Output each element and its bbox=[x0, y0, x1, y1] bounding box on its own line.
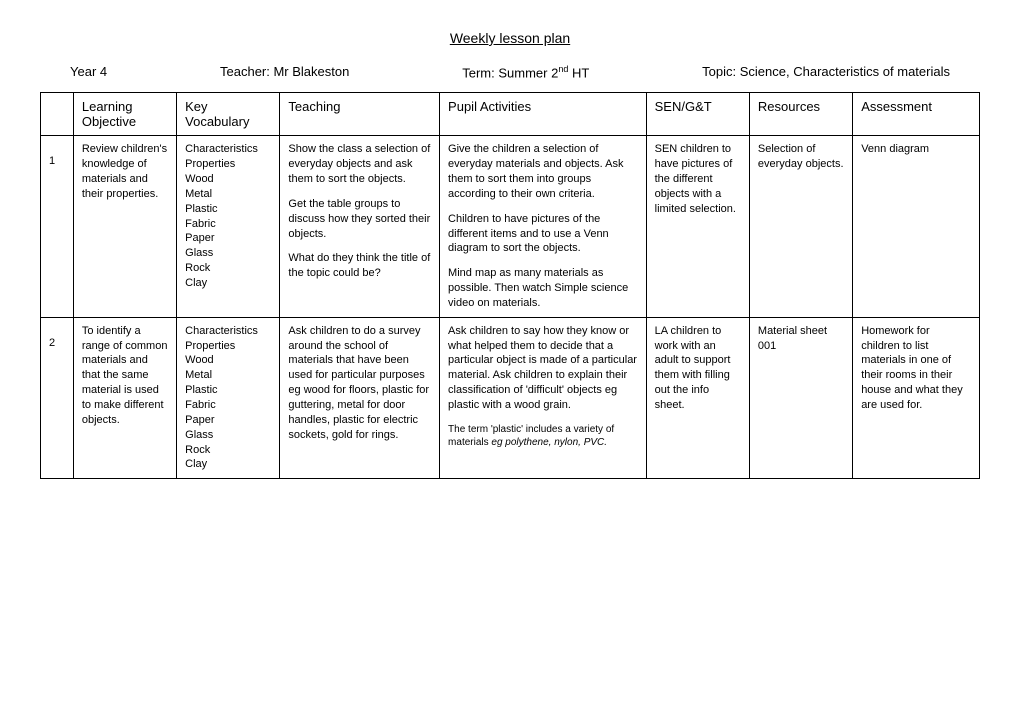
header-objective: Learning Objective bbox=[73, 93, 176, 136]
header-sen: SEN/G&T bbox=[646, 93, 749, 136]
cell-activities: Give the children a selection of everyda… bbox=[440, 136, 647, 317]
meta-topic: Topic: Science, Characteristics of mater… bbox=[702, 64, 950, 80]
cell-vocab: Characteristics Properties Wood Metal Pl… bbox=[177, 136, 280, 317]
cell-vocab: Characteristics Properties Wood Metal Pl… bbox=[177, 317, 280, 478]
header-resources: Resources bbox=[749, 93, 852, 136]
cell-assessment: Homework for children to list materials … bbox=[853, 317, 980, 478]
cell-objective: Review children's knowledge of materials… bbox=[73, 136, 176, 317]
header-teaching: Teaching bbox=[280, 93, 440, 136]
cell-assessment: Venn diagram bbox=[853, 136, 980, 317]
cell-resources: Selection of everyday objects. bbox=[749, 136, 852, 317]
table-row: 2 To identify a range of common material… bbox=[41, 317, 980, 478]
lesson-plan-table: Learning Objective Key Vocabulary Teachi… bbox=[40, 92, 980, 479]
header-num bbox=[41, 93, 74, 136]
header-vocab: Key Vocabulary bbox=[177, 93, 280, 136]
meta-year: Year 4 bbox=[70, 64, 107, 80]
cell-teaching: Ask children to do a survey around the s… bbox=[280, 317, 440, 478]
table-header-row: Learning Objective Key Vocabulary Teachi… bbox=[41, 93, 980, 136]
table-row: 1 Review children's knowledge of materia… bbox=[41, 136, 980, 317]
cell-num: 1 bbox=[41, 136, 74, 317]
header-assessment: Assessment bbox=[853, 93, 980, 136]
cell-num: 2 bbox=[41, 317, 74, 478]
meta-teacher: Teacher: Mr Blakeston bbox=[220, 64, 349, 80]
cell-sen: LA children to work with an adult to sup… bbox=[646, 317, 749, 478]
cell-teaching: Show the class a selection of everyday o… bbox=[280, 136, 440, 317]
cell-sen: SEN children to have pictures of the dif… bbox=[646, 136, 749, 317]
cell-activities: Ask children to say how they know or wha… bbox=[440, 317, 647, 478]
header-activities: Pupil Activities bbox=[440, 93, 647, 136]
cell-resources: Material sheet 001 bbox=[749, 317, 852, 478]
cell-objective: To identify a range of common materials … bbox=[73, 317, 176, 478]
meta-row: Year 4 Teacher: Mr Blakeston Term: Summe… bbox=[40, 64, 980, 92]
page-title: Weekly lesson plan bbox=[40, 30, 980, 46]
meta-term: Term: Summer 2nd HT bbox=[462, 64, 589, 80]
